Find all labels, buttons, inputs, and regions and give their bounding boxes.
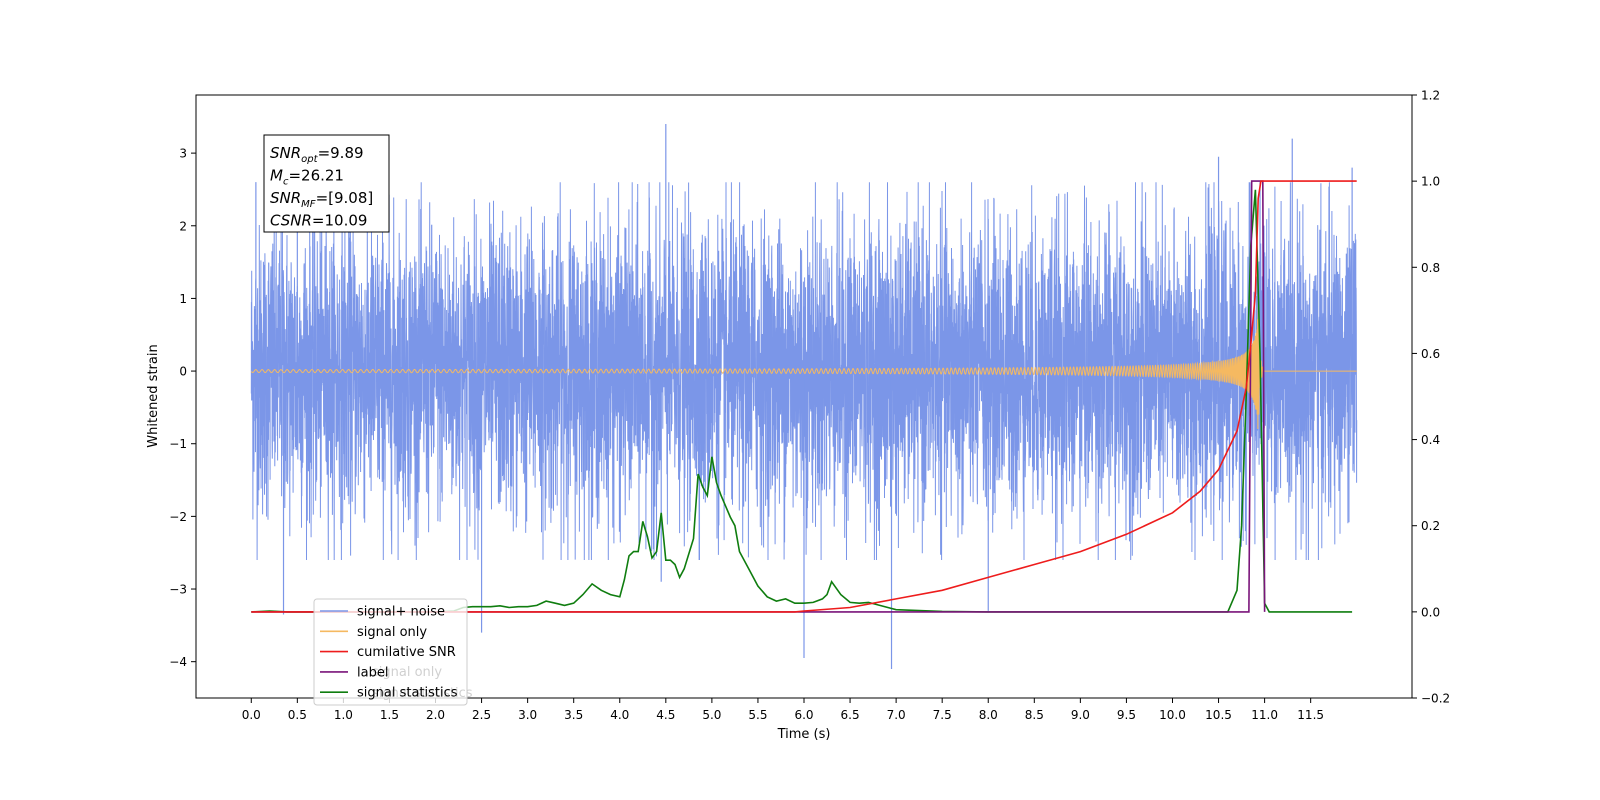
legend-entry: signal only bbox=[357, 625, 427, 640]
y-tick-label: 0 bbox=[179, 365, 187, 379]
x-tick-label: 11.5 bbox=[1297, 708, 1324, 722]
series-signal-only bbox=[250, 307, 1357, 430]
x-tick-label: 1.0 bbox=[334, 708, 353, 722]
annotation-value: =26.21 bbox=[288, 167, 344, 185]
y-tick-label: −1 bbox=[169, 437, 187, 451]
y-axis-right: 1.2 1.0 0.8 0.6 0.4 0.2 0.0 −0.2 bbox=[1412, 89, 1450, 706]
x-tick-label: 6.5 bbox=[841, 708, 860, 722]
annotation-line: SNRMF=[9.08] bbox=[270, 189, 373, 210]
annotation-value: =9.89 bbox=[318, 144, 364, 162]
series-signal-statistics bbox=[251, 189, 1353, 613]
x-tick-label: 7.5 bbox=[933, 708, 952, 722]
x-tick-label: 4.0 bbox=[610, 708, 629, 722]
annotation-symbol: SNR bbox=[270, 189, 301, 207]
y2-tick-label: 1.2 bbox=[1421, 89, 1440, 103]
annotation-box: SNRopt=9.89Mc=26.21SNRMF=[9.08]CSNR=10.0… bbox=[263, 134, 390, 233]
y-axis-label: Whitened strain bbox=[146, 344, 161, 447]
x-tick-label: 0.0 bbox=[242, 708, 261, 722]
legend-ghost-text: signal statistics bbox=[372, 686, 473, 701]
x-tick-label: 8.0 bbox=[979, 708, 998, 722]
annotation-symbol: CSNR bbox=[270, 212, 312, 230]
y-axis-left: 3 2 1 0 −1 −2 −3 −4 bbox=[169, 147, 196, 669]
y-tick-label: −4 bbox=[169, 655, 187, 669]
x-tick-label: 0.5 bbox=[288, 708, 307, 722]
x-tick-label: 5.5 bbox=[748, 708, 767, 722]
annotation-subscript: opt bbox=[301, 154, 318, 165]
x-tick-label: 10.5 bbox=[1205, 708, 1232, 722]
y2-tick-label: 0.0 bbox=[1421, 605, 1440, 619]
legend-entry: signal statistics bbox=[357, 686, 458, 701]
annotation-line: CSNR=10.09 bbox=[270, 212, 367, 230]
annotation-line: SNRopt=9.89 bbox=[270, 144, 364, 165]
y2-tick-label: 1.0 bbox=[1421, 175, 1440, 189]
x-tick-label: 11.0 bbox=[1251, 708, 1278, 722]
x-tick-label: 9.5 bbox=[1117, 708, 1136, 722]
x-tick-label: 2.5 bbox=[472, 708, 491, 722]
y2-tick-label: 0.6 bbox=[1421, 347, 1440, 361]
x-tick-label: 2.0 bbox=[426, 708, 445, 722]
legend-entry: signal+ noise bbox=[357, 605, 445, 620]
y-tick-label: −3 bbox=[169, 583, 187, 597]
legend: signal only signal statistics signal+ nois… bbox=[313, 598, 473, 706]
annotation-line: Mc=26.21 bbox=[270, 167, 344, 188]
x-tick-label: 5.0 bbox=[702, 708, 721, 722]
annotation-value: =10.09 bbox=[312, 212, 368, 230]
x-tick-label: 3.5 bbox=[564, 708, 583, 722]
legend-ghost-text: signal only bbox=[372, 665, 442, 680]
x-tick-label: 6.0 bbox=[794, 708, 813, 722]
x-tick-label: 1.5 bbox=[380, 708, 399, 722]
annotation-subscript: MF bbox=[301, 199, 316, 210]
x-tick-label: 8.5 bbox=[1025, 708, 1044, 722]
series-layer bbox=[250, 124, 1358, 669]
annotation-value: =[9.08] bbox=[316, 189, 374, 207]
y-tick-label: 1 bbox=[179, 292, 187, 306]
legend-entry: cumilative SNR bbox=[357, 645, 456, 660]
y-tick-label: −2 bbox=[169, 510, 187, 524]
y-tick-label: 2 bbox=[179, 219, 187, 233]
series-label bbox=[251, 180, 1266, 613]
x-tick-label: 10.0 bbox=[1159, 708, 1186, 722]
x-axis: 0.0 0.5 1.0 1.5 2.0 2.5 3.0 3.5 4.0 4.5 5.0 5.5 6.0 6… bbox=[242, 698, 1324, 722]
annotation-symbol: SNR bbox=[270, 144, 301, 162]
y-tick-label: 3 bbox=[179, 147, 187, 161]
annotation-subscript: c bbox=[283, 177, 289, 188]
y2-tick-label: 0.4 bbox=[1421, 433, 1440, 447]
legend-entry: label bbox=[357, 665, 388, 680]
x-axis-label: Time (s) bbox=[777, 727, 831, 742]
x-tick-label: 3.0 bbox=[518, 708, 537, 722]
x-tick-label: 4.5 bbox=[656, 708, 675, 722]
x-tick-label: 7.0 bbox=[887, 708, 906, 722]
y2-tick-label: 0.8 bbox=[1421, 261, 1440, 275]
y2-tick-label: −0.2 bbox=[1421, 692, 1450, 706]
annotation-symbol: M bbox=[270, 167, 283, 185]
y2-tick-label: 0.2 bbox=[1421, 519, 1440, 533]
series-cumulative-snr bbox=[251, 180, 1357, 613]
x-tick-label: 9.0 bbox=[1071, 708, 1090, 722]
